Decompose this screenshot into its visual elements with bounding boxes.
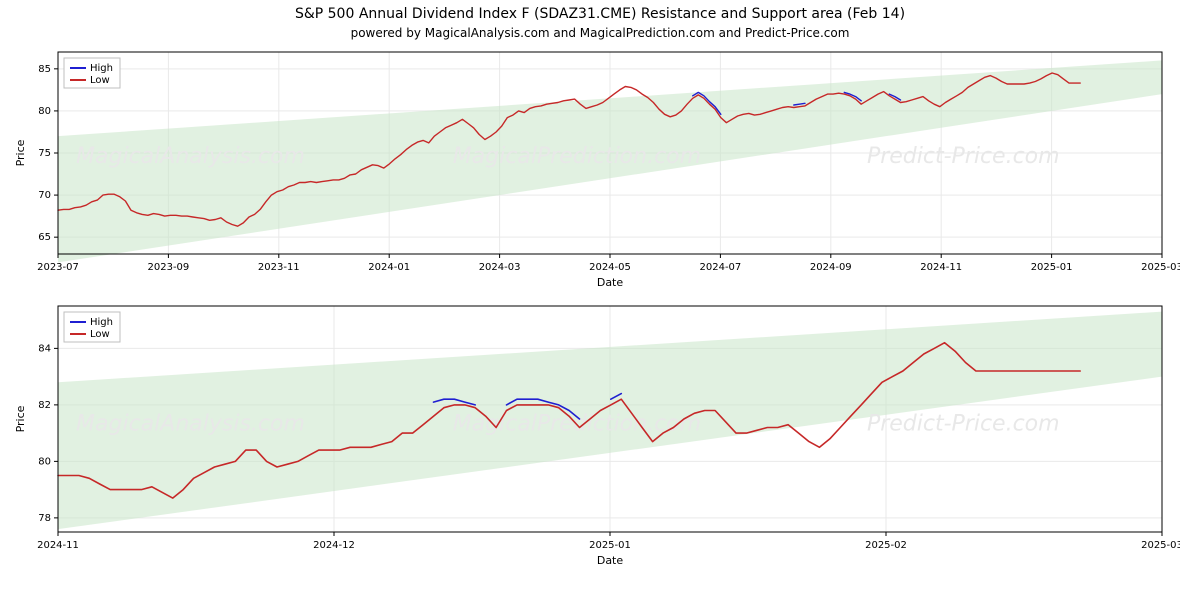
chart-bottom-wrap: MagicalAnalysis.comMagicalPrediction.com… xyxy=(0,294,1200,574)
svg-text:80: 80 xyxy=(38,106,51,117)
svg-text:2024-12: 2024-12 xyxy=(313,540,355,551)
svg-text:Low: Low xyxy=(90,75,110,86)
svg-text:MagicalAnalysis.com: MagicalAnalysis.com xyxy=(76,411,305,436)
svg-text:Predict-Price.com: Predict-Price.com xyxy=(867,411,1060,436)
svg-text:2024-11: 2024-11 xyxy=(37,540,79,551)
svg-text:2023-11: 2023-11 xyxy=(258,262,300,273)
svg-text:70: 70 xyxy=(38,190,51,201)
chart-subtitle: powered by MagicalAnalysis.com and Magic… xyxy=(0,22,1200,44)
svg-text:2025-03: 2025-03 xyxy=(1141,540,1180,551)
svg-text:85: 85 xyxy=(38,64,51,75)
svg-text:2023-07: 2023-07 xyxy=(37,262,79,273)
chart-container: S&P 500 Annual Dividend Index F (SDAZ31.… xyxy=(0,0,1200,600)
svg-text:65: 65 xyxy=(38,232,51,243)
svg-text:2025-03: 2025-03 xyxy=(1141,262,1180,273)
svg-text:2025-01: 2025-01 xyxy=(1031,262,1073,273)
svg-text:82: 82 xyxy=(38,400,51,411)
svg-text:High: High xyxy=(90,63,113,74)
svg-text:High: High xyxy=(90,317,113,328)
svg-text:2025-01: 2025-01 xyxy=(589,540,631,551)
svg-text:Predict-Price.com: Predict-Price.com xyxy=(867,144,1060,169)
chart-top-wrap: MagicalAnalysis.com MagicalPrediction.com… xyxy=(0,44,1200,294)
svg-text:2024-09: 2024-09 xyxy=(810,262,852,273)
chart-top-svg: MagicalAnalysis.com MagicalPrediction.com… xyxy=(0,44,1180,294)
svg-text:MagicalAnalysis.com: MagicalAnalysis.com xyxy=(76,144,305,169)
chart-title: S&P 500 Annual Dividend Index F (SDAZ31.… xyxy=(0,0,1200,22)
svg-text:80: 80 xyxy=(38,456,51,467)
svg-text:75: 75 xyxy=(38,148,51,159)
svg-text:Price: Price xyxy=(14,405,27,432)
svg-text:2024-07: 2024-07 xyxy=(700,262,742,273)
svg-text:Price: Price xyxy=(14,139,27,166)
svg-text:2024-11: 2024-11 xyxy=(920,262,962,273)
svg-text:2024-05: 2024-05 xyxy=(589,262,631,273)
chart-bottom-svg: MagicalAnalysis.comMagicalPrediction.com… xyxy=(0,294,1180,574)
svg-text:Date: Date xyxy=(597,276,624,289)
svg-text:2024-01: 2024-01 xyxy=(368,262,410,273)
svg-text:2024-03: 2024-03 xyxy=(479,262,521,273)
svg-text:2025-02: 2025-02 xyxy=(865,540,907,551)
svg-text:Low: Low xyxy=(90,329,110,340)
svg-text:2023-09: 2023-09 xyxy=(148,262,190,273)
svg-text:Date: Date xyxy=(597,554,624,567)
svg-text:MagicalPrediction.com: MagicalPrediction.com xyxy=(453,144,701,169)
svg-text:84: 84 xyxy=(38,343,51,354)
svg-text:78: 78 xyxy=(38,513,51,524)
